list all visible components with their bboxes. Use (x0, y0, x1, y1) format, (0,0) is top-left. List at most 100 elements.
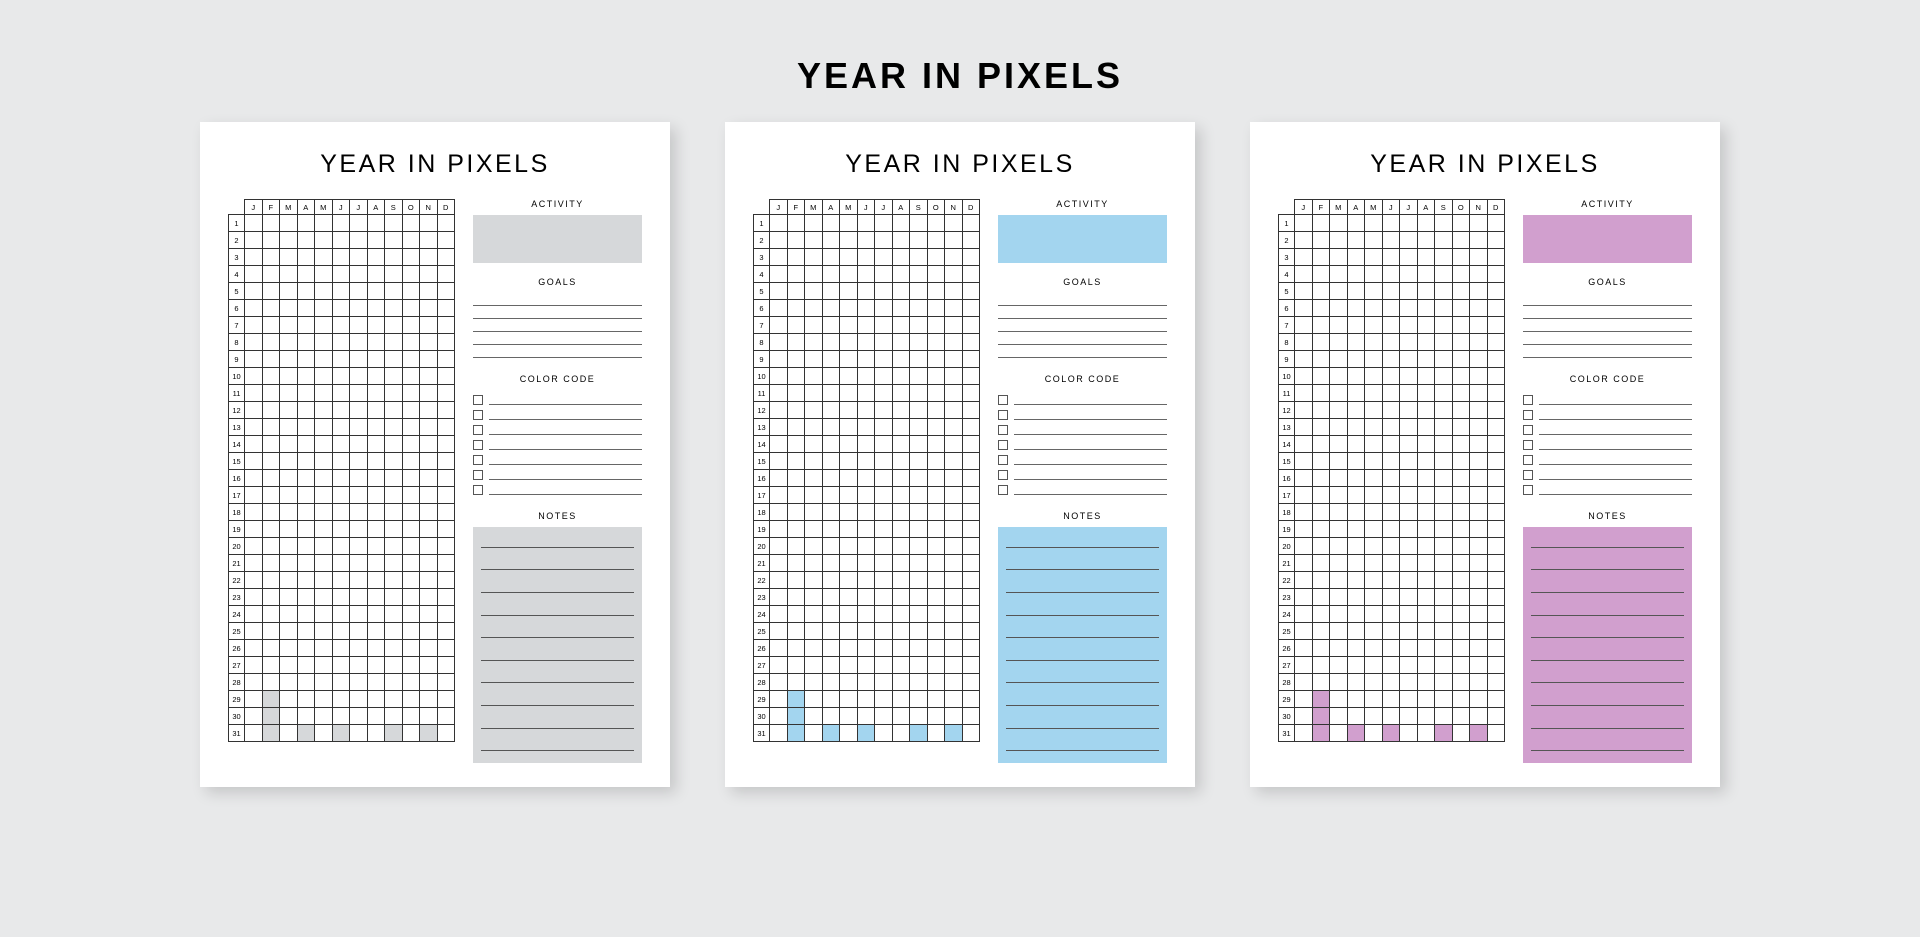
pixel-cell[interactable] (297, 317, 315, 334)
pixel-cell[interactable] (1312, 674, 1330, 691)
pixel-cell[interactable] (962, 368, 980, 385)
pixel-cell[interactable] (822, 266, 840, 283)
pixel-cell[interactable] (962, 266, 980, 283)
pixel-cell[interactable] (245, 436, 263, 453)
pixel-cell[interactable] (875, 538, 893, 555)
pixel-cell[interactable] (945, 708, 963, 725)
pixel-cell[interactable] (1312, 436, 1330, 453)
pixel-cell[interactable] (1365, 657, 1383, 674)
pixel-cell[interactable] (350, 674, 368, 691)
colorcode-label-line[interactable] (1014, 425, 1167, 435)
pixel-cell[interactable] (402, 334, 420, 351)
pixel-cell[interactable] (1312, 283, 1330, 300)
pixel-cell[interactable] (262, 402, 280, 419)
pixel-cell[interactable] (857, 266, 875, 283)
pixel-cell[interactable] (350, 419, 368, 436)
pixel-cell[interactable] (1435, 368, 1453, 385)
pixel-cell[interactable] (875, 232, 893, 249)
pixel-cell[interactable] (1312, 317, 1330, 334)
pixel-cell[interactable] (1417, 572, 1435, 589)
pixel-cell[interactable] (297, 555, 315, 572)
pixel-cell[interactable] (245, 232, 263, 249)
pixel-cell[interactable] (910, 283, 928, 300)
pixel-cell[interactable] (262, 674, 280, 691)
pixel-cell[interactable] (385, 470, 403, 487)
pixel-cell[interactable] (420, 266, 438, 283)
pixel-cell[interactable] (945, 572, 963, 589)
pixel-cell[interactable] (875, 215, 893, 232)
pixel-cell[interactable] (945, 232, 963, 249)
pixel-cell[interactable] (1487, 640, 1505, 657)
pixel-cell[interactable] (1417, 674, 1435, 691)
pixel-cell[interactable] (332, 419, 350, 436)
pixel-cell[interactable] (297, 708, 315, 725)
pixel-cell[interactable] (1417, 402, 1435, 419)
pixel-cell[interactable] (1382, 266, 1400, 283)
pixel-cell[interactable] (805, 300, 823, 317)
pixel-cell[interactable] (962, 589, 980, 606)
colorcode-swatch[interactable] (1523, 485, 1533, 495)
pixel-cell[interactable] (245, 538, 263, 555)
colorcode-label-line[interactable] (1539, 410, 1692, 420)
pixel-cell[interactable] (367, 487, 385, 504)
pixel-cell[interactable] (1295, 385, 1313, 402)
pixel-cell[interactable] (402, 708, 420, 725)
pixel-cell[interactable] (805, 623, 823, 640)
pixel-cell[interactable] (385, 249, 403, 266)
pixel-cell[interactable] (1487, 674, 1505, 691)
pixel-cell[interactable] (437, 623, 455, 640)
pixel-cell[interactable] (962, 487, 980, 504)
pixel-cell[interactable] (1295, 402, 1313, 419)
pixel-cell[interactable] (1382, 657, 1400, 674)
pixel-cell[interactable] (892, 402, 910, 419)
pixel-cell[interactable] (402, 300, 420, 317)
pixel-cell[interactable] (1400, 640, 1418, 657)
pixel-cell[interactable] (367, 470, 385, 487)
pixel-cell[interactable] (822, 300, 840, 317)
pixel-cell[interactable] (1312, 470, 1330, 487)
pixel-cell[interactable] (1295, 215, 1313, 232)
pixel-cell[interactable] (1347, 487, 1365, 504)
pixel-cell[interactable] (385, 572, 403, 589)
pixel-cell[interactable] (927, 419, 945, 436)
pixel-cell[interactable] (945, 555, 963, 572)
pixel-cell[interactable] (385, 606, 403, 623)
pixel-cell[interactable] (1435, 504, 1453, 521)
pixel-cell[interactable] (805, 640, 823, 657)
pixel-cell[interactable] (875, 691, 893, 708)
pixel-cell[interactable] (402, 266, 420, 283)
pixel-cell[interactable] (1295, 708, 1313, 725)
pixel-cell[interactable] (1470, 385, 1488, 402)
pixel-cell[interactable] (1470, 521, 1488, 538)
pixel-cell[interactable] (1487, 606, 1505, 623)
pixel-cell[interactable] (910, 334, 928, 351)
pixel-cell[interactable] (280, 419, 298, 436)
pixel-cell[interactable] (1347, 691, 1365, 708)
pixel-cell[interactable] (350, 572, 368, 589)
pixel-cell[interactable] (315, 708, 333, 725)
pixel-cell[interactable] (840, 674, 858, 691)
pixel-cell[interactable] (1330, 385, 1348, 402)
pixel-cell[interactable] (437, 453, 455, 470)
pixel-cell[interactable] (840, 538, 858, 555)
pixel-cell[interactable] (927, 453, 945, 470)
pixel-cell[interactable] (245, 657, 263, 674)
pixel-cell[interactable] (787, 487, 805, 504)
pixel-cell[interactable] (787, 657, 805, 674)
pixel-cell[interactable] (1435, 436, 1453, 453)
pixel-cell[interactable] (840, 300, 858, 317)
pixel-cell[interactable] (1417, 657, 1435, 674)
pixel-cell[interactable] (857, 215, 875, 232)
pixel-cell[interactable] (245, 317, 263, 334)
pixel-cell[interactable] (857, 691, 875, 708)
pixel-cell[interactable] (1470, 266, 1488, 283)
pixel-cell[interactable] (437, 266, 455, 283)
pixel-cell[interactable] (1435, 538, 1453, 555)
pixel-cell[interactable] (840, 283, 858, 300)
pixel-cell[interactable] (332, 708, 350, 725)
pixel-cell[interactable] (1330, 232, 1348, 249)
pixel-cell[interactable] (315, 657, 333, 674)
pixel-cell[interactable] (1435, 266, 1453, 283)
pixel-cell[interactable] (1487, 419, 1505, 436)
pixel-cell[interactable] (1487, 334, 1505, 351)
